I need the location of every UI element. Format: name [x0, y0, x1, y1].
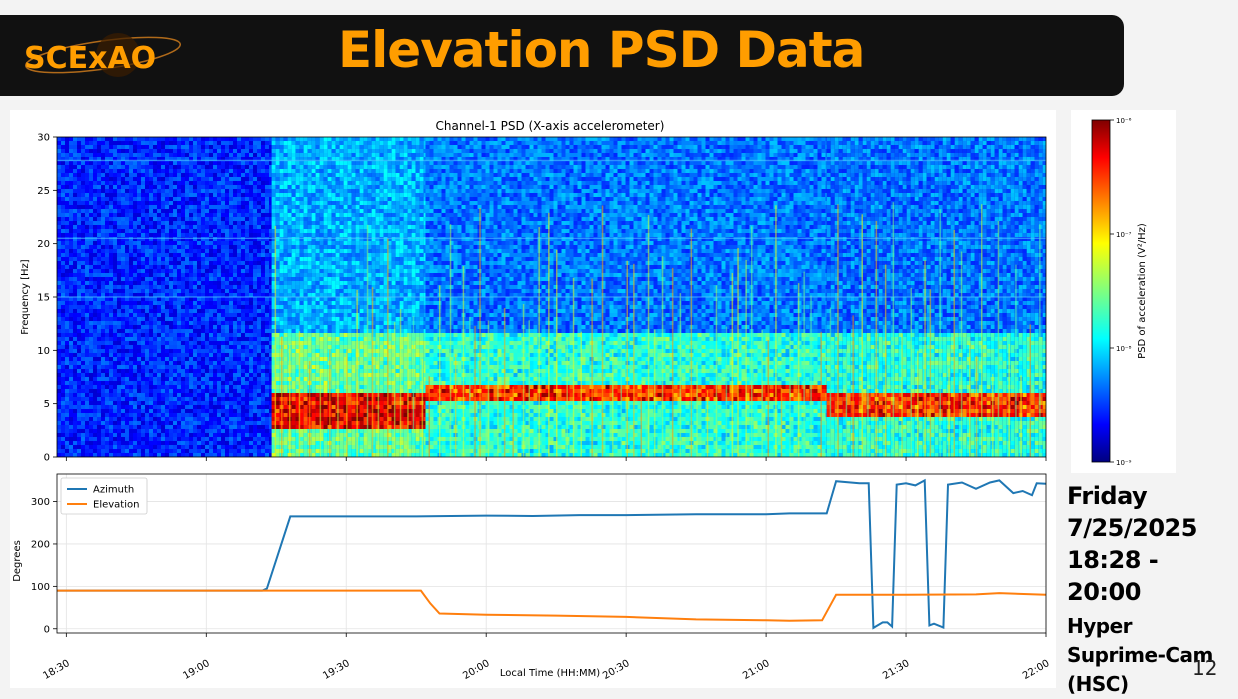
colorbar-label: PSD of acceleration (V²/Hz) — [1137, 223, 1148, 359]
heatmap-y-tick-label: 15 — [37, 293, 50, 304]
line-x-tick-label: 19:30 — [321, 658, 351, 682]
psd-figure-svg: Channel-1 PSD (X-axis accelerometer) 0 5 1… — [10, 110, 1056, 688]
colorbar-gradient — [1092, 120, 1110, 462]
colorbar-tick-label: 10⁻⁶ — [1116, 117, 1132, 125]
heatmap-title: Channel-1 PSD (X-axis accelerometer) — [436, 119, 665, 133]
info-time-range: 18:28 - 20:00 — [1067, 544, 1237, 608]
heatmap-frequency-line — [57, 296, 1046, 297]
colorbar-tick-label: 10⁻⁷ — [1116, 231, 1132, 239]
line-y-tick-label: 100 — [31, 582, 50, 593]
heatmap-y-tick-label: 10 — [37, 346, 50, 357]
legend-label-elevation: Elevation — [93, 500, 139, 511]
line-y-label: Degrees — [12, 540, 23, 582]
line-x-tick-label: 21:30 — [881, 658, 911, 682]
line-x-tick-label: 20:00 — [461, 658, 491, 682]
line-x-tick-label: 18:30 — [41, 658, 71, 682]
legend-label-azimuth: Azimuth — [93, 485, 134, 496]
heatmap-frequency-line — [57, 238, 1046, 239]
line-plot-area — [57, 474, 1046, 633]
info-date: 7/25/2025 — [1067, 512, 1237, 544]
line-y-tick-label: 0 — [44, 624, 50, 635]
colorbar-tick-label: 10⁻⁹ — [1116, 459, 1132, 467]
page-number: 12 — [1192, 656, 1217, 680]
heatmap-y-tick-label: 0 — [44, 453, 50, 464]
line-x-label: Local Time (HH:MM) — [500, 668, 600, 679]
heatmap-frequency-line — [57, 160, 1046, 161]
line-y-tick-label: 300 — [31, 497, 50, 508]
scexao-logo: SCExAO — [18, 24, 188, 86]
heatmap-y-tick-label: 20 — [37, 239, 50, 250]
heatmap-y-label: Frequency [Hz] — [20, 259, 31, 335]
colorbar-svg: 10⁻⁹ 10⁻⁸ 10⁻⁷ 10⁻⁶ PSD of acceleration (V²… — [1071, 110, 1176, 473]
psd-figure: Channel-1 PSD (X-axis accelerometer) 0 5 1… — [10, 110, 1056, 688]
info-day: Friday — [1067, 480, 1237, 512]
heatmap-y-tick-label: 30 — [37, 133, 50, 144]
line-x-tick-label: 22:00 — [1021, 658, 1051, 682]
heatmap-y-tick-label: 25 — [37, 186, 50, 197]
pointing-line-chart: 18:30 19:00 19:30 20:00 20:30 21:00 21:30 22:00… — [31, 474, 1052, 682]
svg-text:SCExAO: SCExAO — [24, 41, 156, 76]
line-x-tick-label: 20:30 — [601, 658, 631, 682]
colorbar-tick-label: 10⁻⁸ — [1116, 345, 1132, 353]
colorbar-ticks: 10⁻⁹ 10⁻⁸ 10⁻⁷ 10⁻⁶ — [1110, 117, 1132, 467]
line-x-tick-label: 21:00 — [741, 658, 771, 682]
colorbar-panel: 10⁻⁹ 10⁻⁸ 10⁻⁷ 10⁻⁶ PSD of acceleration (V²… — [1071, 110, 1176, 473]
line-x-tick-label: 19:00 — [181, 658, 211, 682]
line-y-tick-label: 200 — [31, 539, 50, 550]
heatmap-y-tick-label: 5 — [44, 399, 50, 410]
slide-title: Elevation PSD Data — [338, 21, 864, 79]
spectrogram-heatmap: 0 5 10 15 20 25 30 — [37, 133, 1046, 464]
info-instrument-line1: Hyper — [1067, 612, 1237, 641]
